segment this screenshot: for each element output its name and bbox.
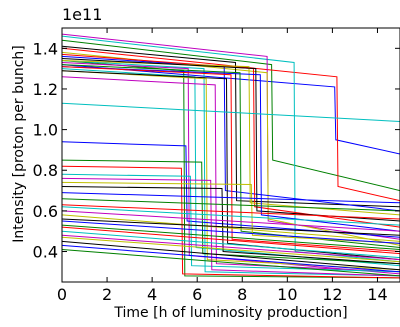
series-line-28: [61, 181, 400, 244]
series-line-38: [61, 224, 400, 250]
x-tick-label: 2: [102, 285, 112, 304]
series-line-44: [61, 244, 400, 273]
x-tick-label: 14: [367, 285, 387, 304]
series-line-40: [61, 230, 400, 259]
x-tick-label: 10: [277, 285, 297, 304]
x-tick-label: 4: [147, 285, 157, 304]
series-line-17: [61, 66, 400, 252]
series-layer: [61, 33, 400, 279]
x-tick-label: 0: [57, 285, 67, 304]
y-tick-label: 0.6: [33, 202, 58, 221]
series-line-7: [61, 45, 400, 208]
series-line-26: [61, 173, 400, 273]
x-axis: 0 2 4 6 8 10 12 14: [57, 28, 388, 304]
series-line-30: [61, 192, 400, 204]
series-line-3: [61, 47, 400, 202]
series-line-27: [61, 177, 400, 277]
series-line-34: [61, 210, 400, 232]
series-line-43: [61, 240, 400, 271]
series-line-45: [61, 249, 400, 277]
y-tick-label: 0.8: [33, 161, 58, 180]
y-multiplier-label: 1e11: [62, 5, 102, 24]
series-line-11: [61, 60, 400, 277]
series-line-2: [61, 39, 400, 192]
series-line-32: [61, 204, 400, 220]
x-tick-label: 12: [322, 285, 342, 304]
series-line-15: [61, 66, 400, 232]
y-tick-label: 1.2: [33, 80, 58, 99]
series-line-31: [61, 198, 400, 212]
series-line-33: [61, 206, 400, 226]
y-axis-label: Intensity [proton per bunch]: [11, 45, 27, 243]
x-axis-label: Time [h of luminosity production]: [113, 305, 347, 321]
series-line-37: [61, 220, 400, 244]
series-line-39: [61, 226, 400, 255]
y-tick-label: 0.4: [33, 243, 58, 262]
series-line-21: [61, 70, 400, 261]
series-line-41: [61, 234, 400, 261]
series-line-24: [61, 159, 400, 265]
y-tick-label: 1.4: [33, 39, 58, 58]
series-line-42: [61, 236, 400, 263]
series-line-29: [61, 186, 400, 265]
x-tick-label: 6: [192, 285, 202, 304]
y-axis: 0.4 0.6 0.8 1.0 1.2 1.4: [33, 39, 400, 262]
x-tick-label: 8: [237, 285, 247, 304]
series-line-10: [61, 53, 400, 228]
series-line-19: [61, 76, 400, 273]
series-line-35: [61, 214, 400, 242]
series-line-25: [61, 165, 400, 279]
series-line-36: [61, 218, 400, 236]
series-line-1: [61, 64, 400, 155]
y-tick-label: 1.0: [33, 121, 58, 140]
series-line-22: [61, 102, 400, 122]
series-line-8: [61, 55, 400, 212]
series-line-4: [61, 35, 400, 263]
axes-frame: [61, 27, 400, 283]
